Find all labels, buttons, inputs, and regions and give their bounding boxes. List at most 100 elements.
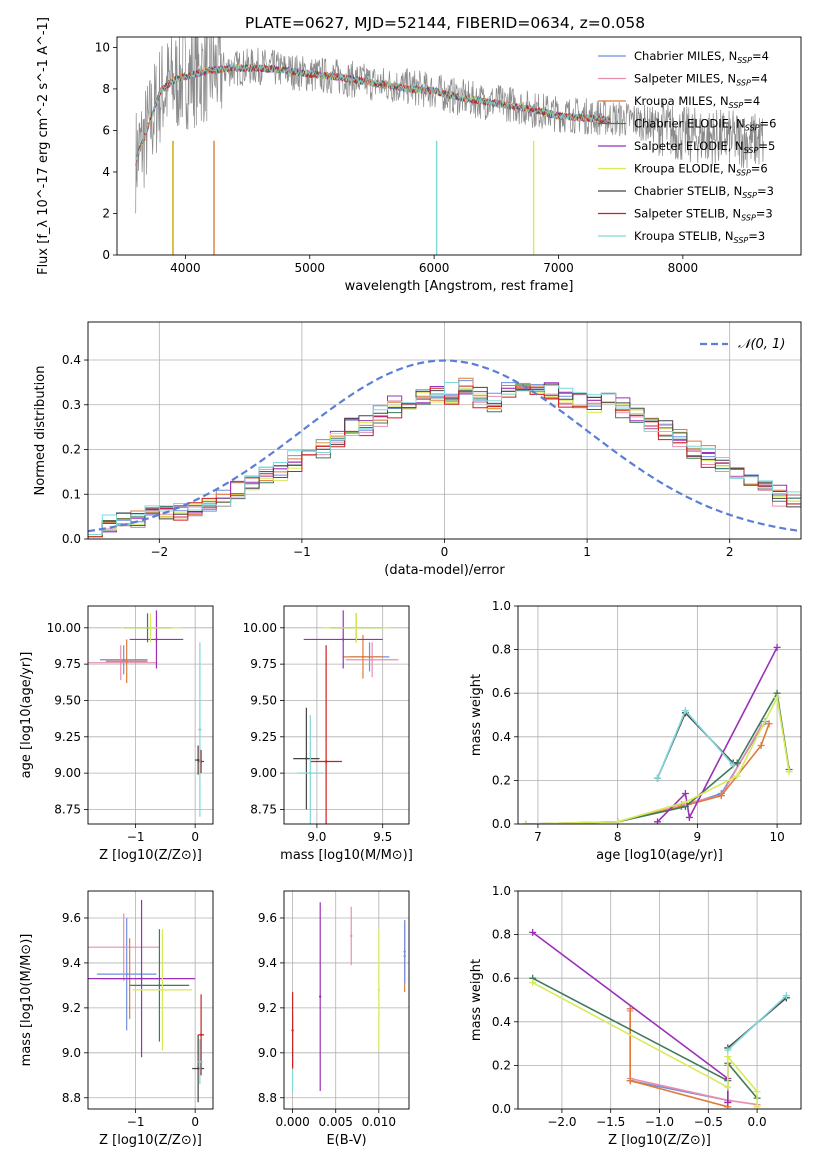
mw_vs_age-xlabel: age [log10(age/yr)] [596,848,723,863]
mw_vs_Z-series-marker [626,1077,634,1085]
mw_vs_age-series-marker [729,761,737,769]
residual_hist-frame [87,321,802,540]
residual_hist-ytick-label: 0.1 [62,487,81,501]
mw_vs_age-series-marker [614,818,622,824]
age_vs_mass-point [305,757,308,760]
mw_vs_Z-ytick-label: 0.8 [492,928,511,942]
mw_vs_age-series-marker [733,772,741,780]
residual_hist-xlabel: (data-model)/error [384,563,505,578]
mw_vs_Z-xtick-label: −2.0 [547,1115,576,1129]
mw_vs_Z-series-line [629,1010,758,1106]
spectrum-legend-label: Chabrier ELODIE, NSSP=6 [634,117,776,133]
mass_vs_ebv-ytick-label: 9.0 [258,1046,277,1060]
spectrum-legend-label: Chabrier STELIB, NSSP=3 [634,184,774,200]
age_vs_mass-plot-area [293,610,399,824]
mw_vs_age-ylabel: mass weight [469,674,484,756]
age_vs_Z-plot-area [88,610,205,817]
age_vs_Z-ytick-label: 8.75 [54,802,81,816]
mass_vs_ebv-point [291,1029,294,1032]
mw_vs_Z-frame [517,890,802,1110]
age_vs_mass-point [361,655,365,659]
spectrum-frame [116,36,802,256]
mw_vs_Z-xtick-label: −1.5 [596,1115,625,1129]
mass_vs_ebv-xtick-label: 0.010 [362,1115,396,1129]
age_vs_mass-xlabel: mass [log10(M/M⊙)] [280,848,413,863]
mw_vs_age-series-marker [773,643,781,651]
mw_vs_Z-xlabel: Z [log10(Z/Z⊙)] [608,1133,711,1148]
residual_hist-ylabel: Normed distribution [33,366,48,496]
spectrum-xlabel: wavelength [Angstrom, rest frame] [345,279,574,294]
mass_vs_Z-point [198,1060,202,1064]
mass_vs_Z-point [122,945,125,949]
spectrum-legend-label: Salpeter MILES, NSSP=4 [634,72,768,88]
mw_vs_age-series-marker [773,694,781,702]
mw_vs_age-ytick-label: 0.0 [492,817,511,831]
mass_vs_ebv-xtick-label: 0.005 [319,1115,353,1129]
mass_vs_Z-point [161,988,164,992]
age_vs_Z-ytick-label: 9.25 [54,730,81,744]
age_vs_mass-xtick-label: 9.0 [307,830,326,844]
residual_hist-ytick-label: 0.4 [62,353,81,367]
mw_vs_Z-series-marker [782,992,790,1000]
spectrum-legend-label: Chabrier MILES, NSSP=4 [634,49,769,65]
age_vs_mass-point [324,760,328,763]
mw_vs_Z-series-marker [724,1053,732,1061]
residual_hist-xtick-label: 0 [441,545,449,559]
age_vs_mass-point [309,771,312,775]
age_vs_Z-point [119,661,122,664]
mw_vs_age-xtick-label: 8 [614,830,622,844]
spectrum-xtick-label: 7000 [543,261,574,275]
mw_vs_age-series-marker [765,720,773,728]
age_vs_Z-ytick-label: 9.50 [54,693,81,707]
age_vs_Z-point [149,626,152,629]
age_vs_mass-ytick-label: 9.50 [250,693,277,707]
spectrum-ytick-label: 4 [102,165,110,179]
mass_vs_ebv-point [377,988,381,992]
mw_vs_Z-series-marker [529,979,537,987]
residual_hist-xtick-label: −2 [150,545,168,559]
residual-hist-step [88,385,801,538]
age_vs_Z-point [125,660,128,663]
mw_vs_age-ytick-label: 1.0 [492,599,511,613]
age_vs_Z-ytick-label: 9.00 [54,766,81,780]
age_vs_Z-point [198,728,202,731]
mw_vs_Z-xtick-label: 0.0 [748,1115,767,1129]
mw_vs_age-ytick-label: 0.4 [492,730,511,744]
mw_vs_Z-series-line [727,995,787,1051]
mw_vs_age-series-marker [785,768,793,776]
residual_hist-xtick-label: 2 [726,545,734,559]
mass_vs_Z-ytick-label: 9.0 [62,1046,81,1060]
mw_vs_Z-xtick-label: −1.0 [645,1115,674,1129]
mw_vs_Z-series-marker [529,928,537,936]
mw_vs_Z-series-line [629,1008,729,1108]
mw_vs_Z-series-marker [753,1088,761,1096]
mw_vs_age-series-line [525,725,762,824]
mw_vs_Z-ylabel: mass weight [469,959,484,1041]
mass_vs_Z-point [140,977,143,980]
mass_vs_ebv-axes: 0.000 0.005 0.010 8.8 9.0 9.2 9.4 9.6 E(B-V) [258,890,410,1148]
mass_vs_Z-plot-area [88,899,205,1103]
mw_vs_age-series-line [617,723,770,823]
mass_vs_Z-frame [87,890,214,1110]
spectrum-ytick-label: 2 [102,206,110,220]
residual_hist-ytick-label: 0.2 [62,443,81,457]
residual_hist-ytick-label: 0.0 [62,532,81,546]
age_vs_Z-ytick-label: 9.75 [54,657,81,671]
mw_vs_age-plot-area [522,643,793,824]
age_vs_mass-xtick-label: 9.5 [373,830,392,844]
mass_vs_ebv-ytick-label: 8.8 [258,1091,277,1105]
mw_vs_age-series-marker [681,707,689,715]
mass_vs_Z-point [199,1033,203,1037]
spectrum-model-line [135,63,611,166]
mw_vs_Z-series-marker [724,1046,732,1054]
mw_vs_Z-ytick-label: 0.0 [492,1102,511,1116]
mw_vs_age-series-line [617,690,790,823]
mw_vs_Z-ytick-label: 0.6 [492,971,511,985]
mass_vs_Z-point [158,984,161,987]
mass_vs_Z-point [125,972,128,976]
mw_vs_Z-axes: −2.0 −1.5 −1.0 −0.5 0.0 0.0 0.2 0.4 0.6 0.8 1.0 Z [… [469,884,802,1148]
mw_vs_Z-ytick-label: 1.0 [492,884,511,898]
age_vs_mass-ytick-label: 9.00 [250,766,277,780]
mw_vs_Z-series-marker [724,1098,732,1106]
